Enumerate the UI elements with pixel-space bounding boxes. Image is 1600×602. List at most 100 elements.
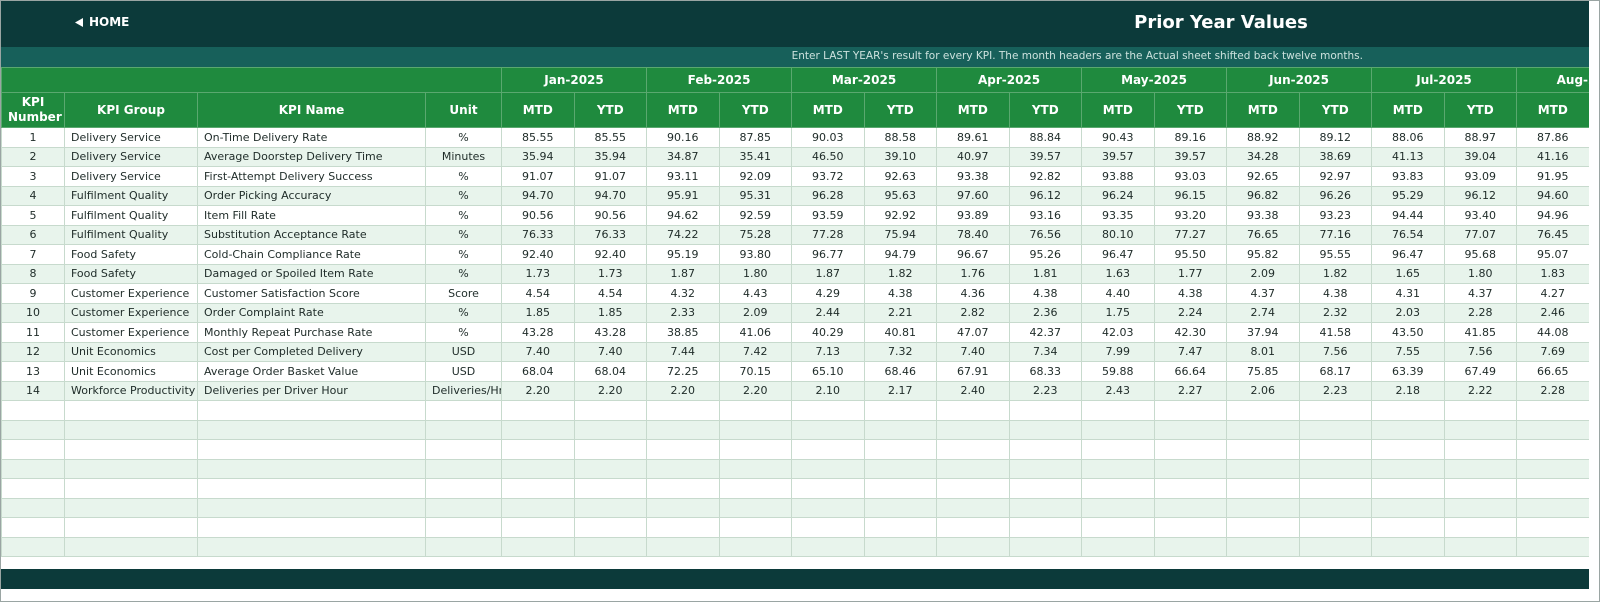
value-cell: 35.94 [573, 146, 648, 167]
value-cell: 1.73 [573, 263, 648, 284]
kpi-number: 7 [1, 244, 65, 265]
value-cell: 95.31 [718, 185, 793, 206]
value-cell: 96.12 [1443, 185, 1518, 206]
value-cell: 94.60 [1516, 185, 1589, 206]
value-cell: 40.97 [936, 146, 1010, 167]
kpi-name: Cold-Chain Compliance Rate [197, 244, 426, 265]
value-cell: 2.33 [646, 302, 720, 323]
value-cell: 96.77 [791, 244, 865, 265]
value-cell: 88.58 [863, 127, 938, 148]
value-cell: 88.06 [1371, 127, 1445, 148]
empty-cell [863, 439, 938, 460]
column-header: KPI Group [64, 92, 198, 128]
value-cell: 93.20 [1153, 205, 1228, 226]
empty-cell [1153, 536, 1228, 557]
value-cell: 76.65 [1226, 224, 1300, 245]
month-header: Aug-2025 [1516, 67, 1589, 93]
empty-cell [863, 419, 938, 440]
value-cell: 7.40 [573, 341, 648, 362]
value-cell: 91.07 [501, 166, 575, 187]
empty-cell [1153, 439, 1228, 460]
column-header: KPI Name [197, 92, 426, 128]
kpi-row: 11 Customer Experience Monthly Repeat Purc… [1, 322, 1589, 343]
value-cell: 87.86 [1516, 127, 1589, 148]
empty-cell [1226, 400, 1300, 421]
value-cell: 89.16 [1153, 127, 1228, 148]
value-cell: 96.47 [1371, 244, 1445, 265]
value-cell: 68.46 [863, 361, 938, 382]
sub-header: YTD [1153, 92, 1228, 128]
value-cell: 93.88 [1081, 166, 1155, 187]
kpi-name: Average Order Basket Value [197, 361, 426, 382]
empty-cell [573, 517, 648, 538]
sub-header: MTD [1081, 92, 1155, 128]
empty-cell [425, 536, 502, 557]
value-cell: 41.85 [1443, 322, 1518, 343]
empty-cell [573, 536, 648, 557]
empty-cell [791, 458, 865, 479]
sub-header: YTD [1298, 92, 1373, 128]
empty-cell [1, 419, 65, 440]
empty-cell [1008, 400, 1083, 421]
value-cell: 80.10 [1081, 224, 1155, 245]
value-cell: 1.85 [573, 302, 648, 323]
kpi-row: 10 Customer Experience Order Complaint Rat… [1, 302, 1589, 323]
sub-header: MTD [936, 92, 1010, 128]
value-cell: 2.10 [791, 380, 865, 401]
value-cell: 4.32 [646, 283, 720, 304]
value-cell: 7.56 [1443, 341, 1518, 362]
back-arrow [75, 17, 83, 27]
empty-cell [573, 458, 648, 479]
value-cell: 2.03 [1371, 302, 1445, 323]
empty-cell [64, 497, 198, 518]
value-cell: 7.40 [936, 341, 1010, 362]
kpi-row: 5 Fulfilment Quality Item Fill Rate% 90.56 9… [1, 205, 1589, 226]
value-cell: 7.69 [1516, 341, 1589, 362]
empty-cell [64, 458, 198, 479]
kpi-number: 1 [1, 127, 65, 148]
value-cell: 2.20 [718, 380, 793, 401]
value-cell: 77.28 [791, 224, 865, 245]
empty-cell [425, 478, 502, 499]
kpi-row: 8 Food Safety Damaged or Spoiled Item Rate… [1, 263, 1589, 284]
empty-cell [718, 536, 793, 557]
empty-row [1, 419, 1589, 440]
kpi-group: Delivery Service [64, 166, 198, 187]
value-cell: 92.65 [1226, 166, 1300, 187]
value-cell: 2.74 [1226, 302, 1300, 323]
empty-cell [791, 400, 865, 421]
value-cell: 95.63 [863, 185, 938, 206]
empty-cell [1153, 458, 1228, 479]
sub-header: MTD [1226, 92, 1300, 128]
home-button[interactable]: HOME [75, 15, 129, 29]
kpi-row: 9 Customer Experience Customer Satisfactio… [1, 283, 1589, 304]
value-cell: 47.07 [936, 322, 1010, 343]
value-cell: 92.82 [1008, 166, 1083, 187]
kpi-group: Customer Experience [64, 283, 198, 304]
sub-header: MTD [1371, 92, 1445, 128]
value-cell: 66.64 [1153, 361, 1228, 382]
page-title: Prior Year Values [1134, 12, 1308, 33]
value-cell: 1.83 [1516, 263, 1589, 284]
kpi-name: First-Attempt Delivery Success [197, 166, 426, 187]
empty-cell [197, 497, 426, 518]
value-cell: 93.89 [936, 205, 1010, 226]
empty-cell [501, 458, 575, 479]
empty-cell [863, 478, 938, 499]
value-cell: 96.47 [1081, 244, 1155, 265]
value-cell: 59.88 [1081, 361, 1155, 382]
empty-cell [718, 419, 793, 440]
empty-cell [1443, 439, 1518, 460]
empty-cell [1, 400, 65, 421]
value-cell: 92.40 [501, 244, 575, 265]
value-cell: 2.46 [1516, 302, 1589, 323]
value-cell: 93.16 [1008, 205, 1083, 226]
empty-cell [936, 517, 1010, 538]
empty-cell [936, 536, 1010, 557]
empty-cell [791, 536, 865, 557]
value-cell: 34.87 [646, 146, 720, 167]
kpi-number: 4 [1, 185, 65, 206]
empty-cell [1443, 536, 1518, 557]
empty-cell [863, 400, 938, 421]
kpi-number: 12 [1, 341, 65, 362]
